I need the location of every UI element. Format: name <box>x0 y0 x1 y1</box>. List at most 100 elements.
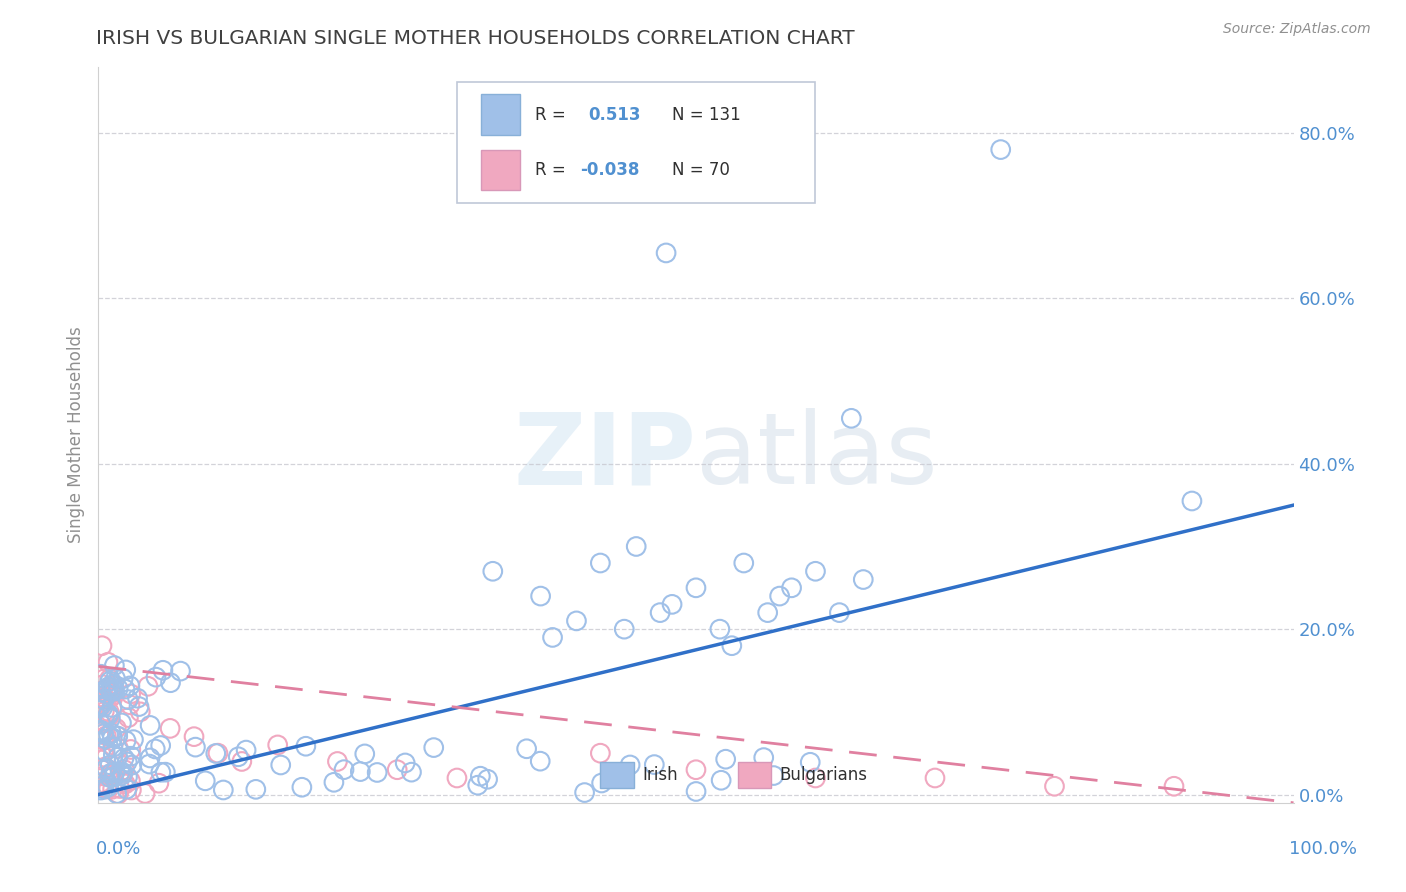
Point <box>155 765 177 780</box>
Point <box>183 730 205 744</box>
Point <box>93 692 115 706</box>
Point <box>121 758 143 772</box>
Point <box>353 747 375 761</box>
Point <box>110 715 132 730</box>
Point <box>194 773 217 788</box>
Point <box>235 743 257 757</box>
Point <box>661 598 683 612</box>
Point <box>90 775 112 789</box>
Point <box>93 705 115 719</box>
Point <box>98 757 121 772</box>
Point <box>114 663 136 677</box>
Point <box>112 751 135 765</box>
Point <box>741 766 763 780</box>
Point <box>626 540 648 554</box>
Point <box>103 682 125 697</box>
Point <box>721 639 744 653</box>
Point <box>159 675 181 690</box>
Point <box>714 752 737 766</box>
Point <box>105 722 128 736</box>
Point <box>97 655 120 669</box>
Point <box>98 684 121 698</box>
Point <box>90 691 112 706</box>
Point <box>733 556 755 570</box>
Point <box>685 784 707 798</box>
Point <box>120 783 142 797</box>
Point <box>333 763 356 777</box>
Point <box>470 769 492 783</box>
Point <box>107 741 129 756</box>
FancyBboxPatch shape <box>457 81 815 203</box>
Point <box>589 556 612 570</box>
Point <box>94 745 117 759</box>
Point <box>118 679 141 693</box>
Point <box>422 740 444 755</box>
Point <box>117 692 139 706</box>
Point <box>136 679 159 693</box>
Point <box>90 698 112 713</box>
Text: 0.0%: 0.0% <box>96 840 141 858</box>
Point <box>768 589 790 603</box>
Point <box>589 746 612 760</box>
Point <box>990 143 1012 157</box>
Point <box>107 729 129 743</box>
Point <box>481 564 505 578</box>
Point <box>93 733 115 747</box>
Point <box>101 731 124 745</box>
Point <box>385 763 409 777</box>
Point <box>97 708 120 723</box>
Point <box>212 783 235 797</box>
Point <box>648 606 672 620</box>
Point <box>93 727 115 741</box>
Point <box>93 692 115 706</box>
Point <box>841 411 863 425</box>
Point <box>97 728 120 742</box>
Point <box>97 707 120 722</box>
Point <box>756 606 779 620</box>
Point <box>98 674 121 689</box>
Point <box>98 709 121 723</box>
Point <box>112 672 135 686</box>
Point <box>94 760 117 774</box>
Point <box>96 782 118 797</box>
Point <box>90 723 112 738</box>
Point <box>117 710 139 724</box>
Point <box>96 761 118 775</box>
Point <box>1181 494 1204 508</box>
Point <box>96 687 118 701</box>
Point <box>120 773 142 788</box>
FancyBboxPatch shape <box>481 95 520 135</box>
Point <box>93 782 115 797</box>
Point <box>100 684 122 698</box>
Point <box>98 672 121 686</box>
Point <box>115 755 138 769</box>
Point <box>100 687 122 701</box>
Text: ZIP: ZIP <box>513 409 696 506</box>
Point <box>98 690 121 705</box>
Point <box>97 680 120 694</box>
Point <box>226 749 249 764</box>
Point <box>107 681 129 696</box>
Point <box>270 758 292 772</box>
FancyBboxPatch shape <box>600 762 634 789</box>
Point <box>565 614 588 628</box>
Point <box>529 754 551 768</box>
Point <box>105 729 128 743</box>
Point <box>804 771 827 785</box>
Point <box>108 781 131 796</box>
Point <box>1163 779 1185 793</box>
Point <box>117 770 139 784</box>
Point <box>103 770 125 784</box>
Text: R =: R = <box>534 161 571 179</box>
Point <box>128 699 150 714</box>
Point <box>291 780 314 795</box>
Text: atlas: atlas <box>696 409 938 506</box>
Point <box>169 664 191 678</box>
Point <box>149 739 172 753</box>
Point <box>90 699 112 714</box>
Point <box>103 658 125 673</box>
Point <box>91 639 114 653</box>
Point <box>148 776 170 790</box>
Point <box>115 782 138 797</box>
Point <box>762 768 785 782</box>
